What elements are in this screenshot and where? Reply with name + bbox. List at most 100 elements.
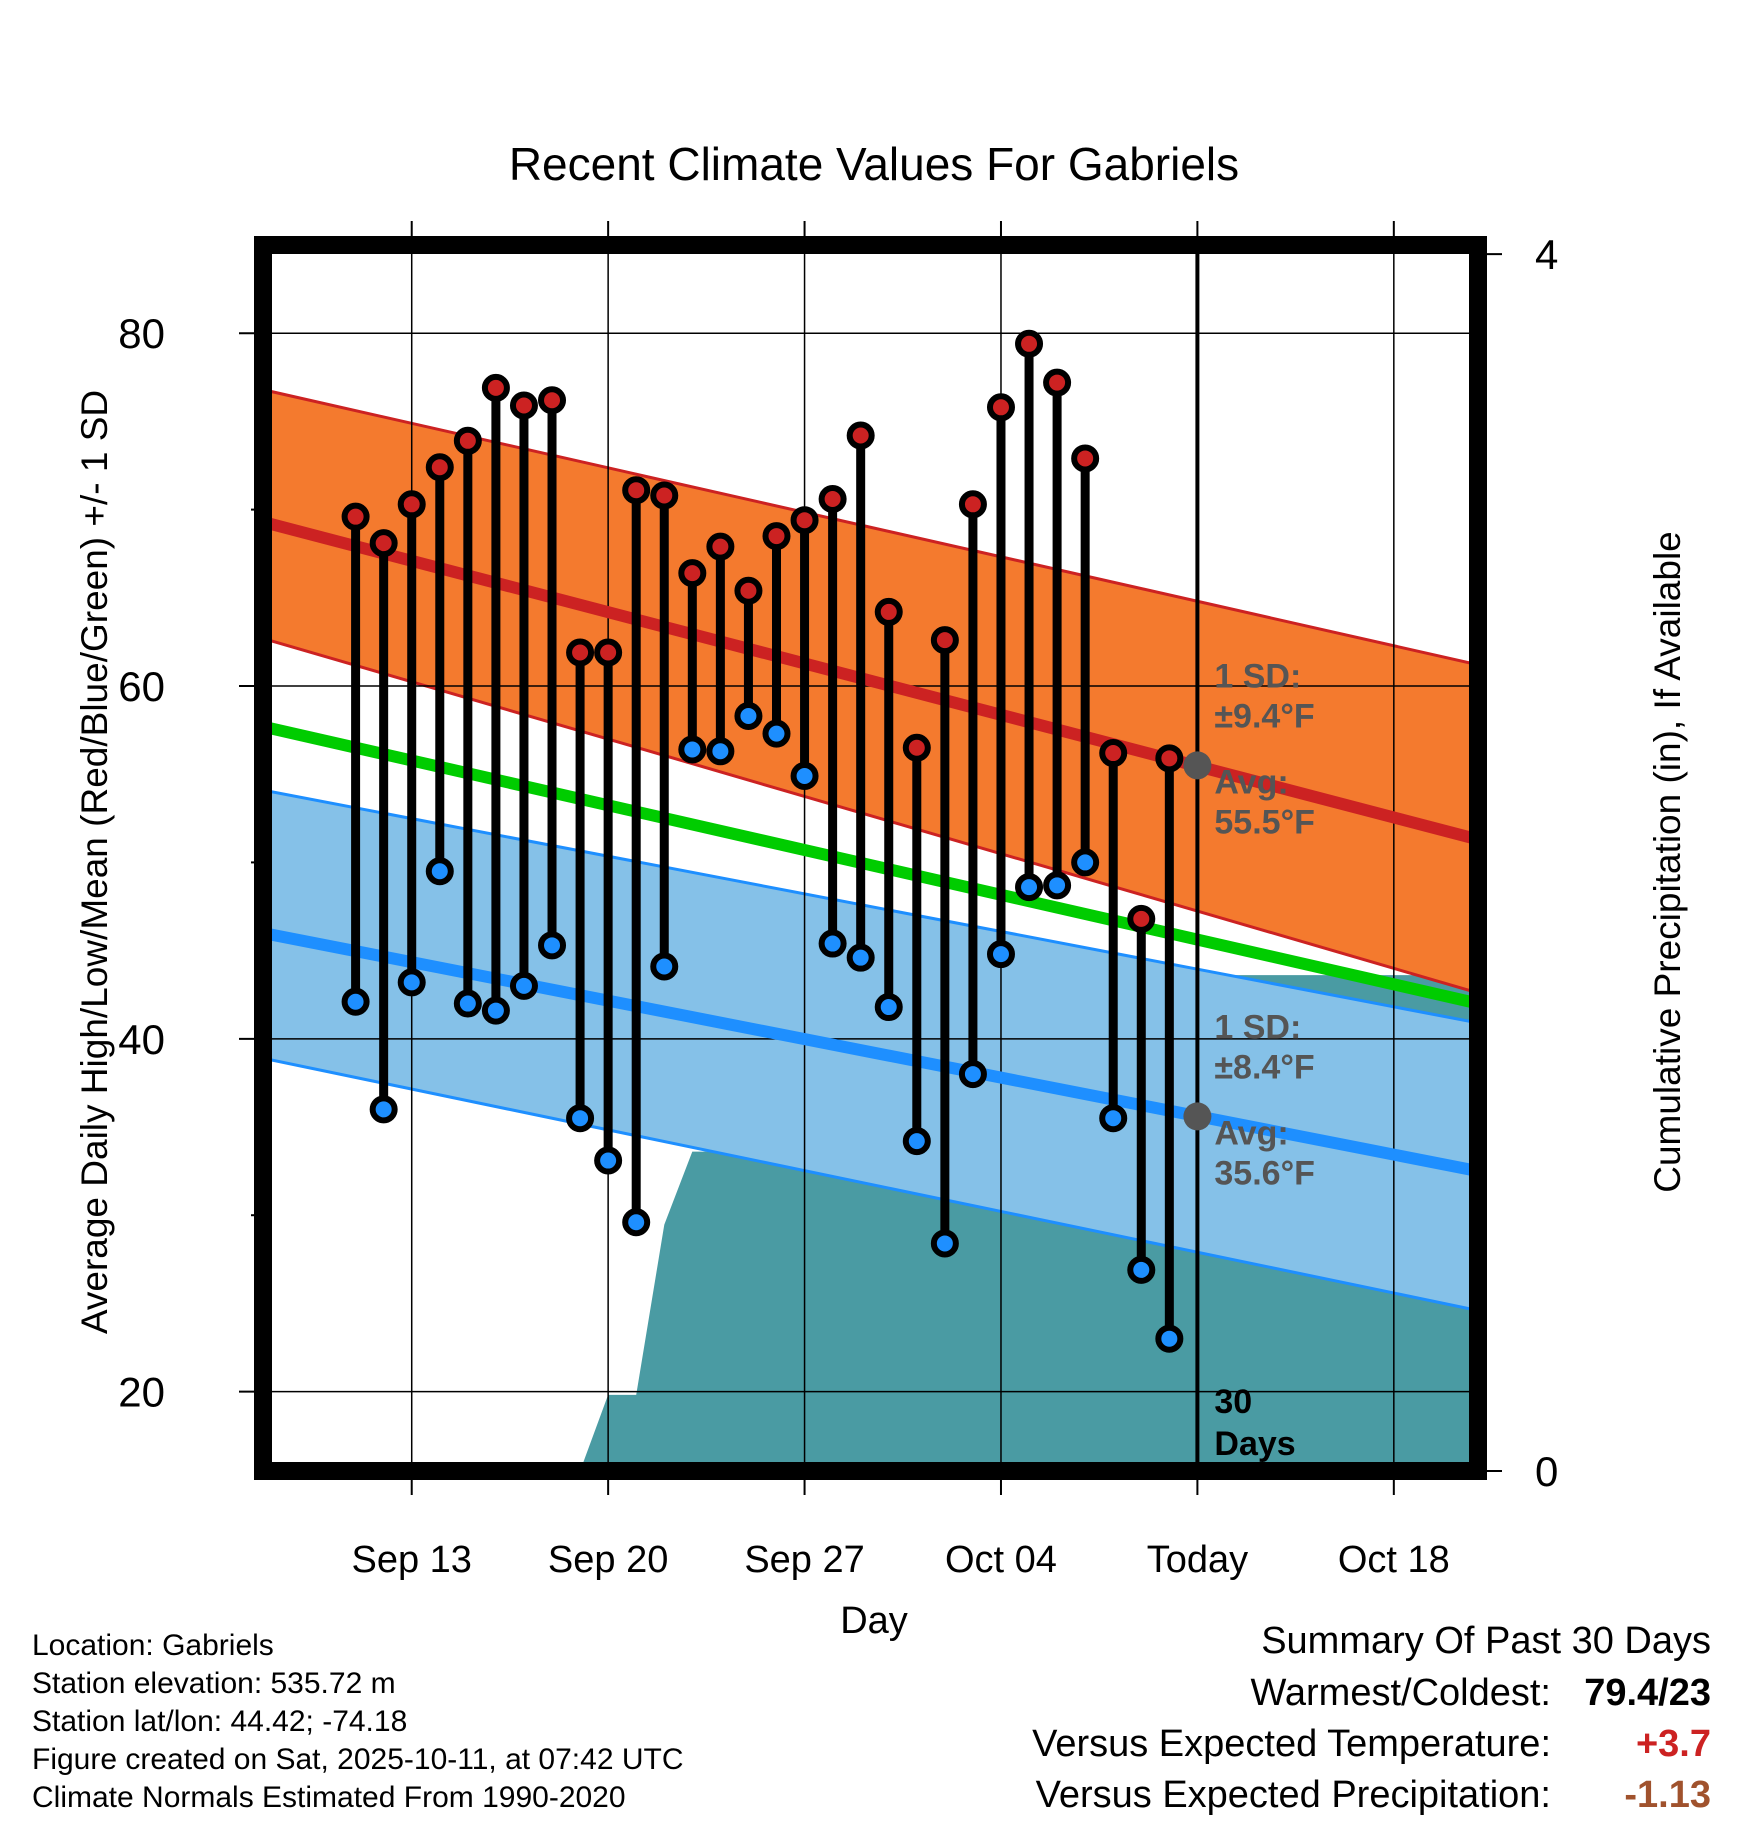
low-sd-label: 1 SD: <box>1214 1008 1301 1046</box>
high-point <box>986 393 1015 422</box>
plot-frame <box>254 236 1487 1480</box>
high-point <box>1127 904 1156 933</box>
high-point <box>1071 444 1100 473</box>
low-point <box>425 857 454 886</box>
high-point <box>790 506 819 535</box>
normals-text: Climate Normals Estimated From 1990-2020 <box>32 1781 626 1814</box>
high-point <box>762 522 791 551</box>
created-text: Figure created on Sat, 2025-10-11, at 07… <box>32 1743 684 1776</box>
high-sd-band <box>263 389 1478 993</box>
high-point <box>1099 739 1128 768</box>
y-tick-label: 80 <box>118 310 165 357</box>
low-point <box>622 1208 651 1237</box>
low-point <box>341 987 370 1016</box>
high-avg-label: Avg: <box>1214 763 1288 801</box>
low-avg-value: 35.6°F <box>1214 1154 1315 1192</box>
high-point <box>678 559 707 588</box>
low-point <box>453 989 482 1018</box>
warmest-value: 79.4/23 <box>1584 1672 1711 1714</box>
high-sd-label: 1 SD: <box>1214 657 1301 695</box>
chart-title: Recent Climate Values For Gabriels <box>509 138 1239 190</box>
summary-temp-row: Versus Expected Temperature: +3.7 <box>1032 1723 1711 1766</box>
high-point <box>1043 368 1072 397</box>
high-sd-value: ±9.4°F <box>1214 697 1314 735</box>
x-tick-label: Sep 13 <box>351 1539 471 1581</box>
low-point <box>930 1229 959 1258</box>
y-tick-label: 20 <box>118 1369 165 1416</box>
y-tick-label: 40 <box>118 1016 165 1063</box>
low-point <box>1043 871 1072 900</box>
summary-title: Summary Of Past 30 Days <box>1261 1620 1711 1662</box>
high-point <box>397 490 426 519</box>
x-axis-label: Day <box>840 1600 908 1642</box>
low-sd-band-lower-edge <box>263 1056 1478 1312</box>
high-point <box>818 485 847 514</box>
high-point <box>1015 329 1044 358</box>
high-point <box>706 532 735 561</box>
high-point <box>622 476 651 505</box>
high-point <box>734 576 763 605</box>
low-point <box>1155 1324 1184 1353</box>
high-point <box>481 373 510 402</box>
summary-warmest-row: Warmest/Coldest: 79.4/23 <box>1250 1672 1711 1715</box>
low-point <box>734 701 763 730</box>
low-point <box>397 968 426 997</box>
low-point <box>762 719 791 748</box>
low-point <box>706 737 735 766</box>
high-point <box>425 453 454 482</box>
low-point <box>846 943 875 972</box>
low-point <box>594 1146 623 1175</box>
x-tick-label: Sep 20 <box>548 1539 668 1581</box>
high-point <box>369 529 398 558</box>
low-point <box>986 940 1015 969</box>
low-point <box>369 1095 398 1124</box>
high-point <box>453 426 482 455</box>
x-tick-label: Oct 18 <box>1338 1539 1450 1581</box>
high-point <box>874 597 903 626</box>
low-point <box>1127 1255 1156 1284</box>
location-text: Location: Gabriels <box>32 1629 274 1662</box>
low-point <box>958 1060 987 1089</box>
low-point <box>566 1104 595 1133</box>
high-point <box>902 733 931 762</box>
today-low-avg-marker <box>1183 1102 1212 1131</box>
y-axis-right-label: Cumulative Precipitation (in), If Availa… <box>1647 531 1688 1193</box>
low-point <box>481 996 510 1025</box>
low-point <box>818 929 847 958</box>
high-point <box>538 386 567 415</box>
low-point <box>1071 848 1100 877</box>
days-word-label: Days <box>1214 1425 1295 1463</box>
high-point <box>594 638 623 667</box>
x-tick-label: Sep 27 <box>744 1539 864 1581</box>
low-point <box>874 993 903 1022</box>
low-point <box>1015 873 1044 902</box>
summary-precip-row: Versus Expected Precipitation: -1.13 <box>1036 1774 1711 1817</box>
precip-label: Versus Expected Precipitation: <box>1035 1774 1551 1816</box>
high-point <box>1155 744 1184 773</box>
high-point <box>341 502 370 531</box>
high-point <box>509 391 538 420</box>
station-info: Location: Gabriels Station elevation: 53… <box>32 1627 684 1817</box>
low-sd-value: ±8.4°F <box>1214 1048 1314 1086</box>
low-point <box>509 971 538 1000</box>
latlon-text: Station lat/lon: 44.42; -74.18 <box>32 1705 408 1738</box>
days-count-label: 30 <box>1214 1383 1252 1421</box>
low-point <box>678 735 707 764</box>
y-tick-label: 60 <box>118 663 165 710</box>
low-point <box>790 761 819 790</box>
elevation-text: Station elevation: 535.72 m <box>32 1667 396 1700</box>
precip-value: -1.13 <box>1624 1774 1711 1816</box>
low-point <box>650 952 679 981</box>
today-high-avg-marker <box>1183 751 1212 780</box>
high-point <box>930 626 959 655</box>
temp-label: Versus Expected Temperature: <box>1032 1723 1551 1765</box>
y-axis-label: Average Daily High/Low/Mean (Red/Blue/Gr… <box>74 390 115 1334</box>
high-point <box>958 490 987 519</box>
high-point <box>650 481 679 510</box>
x-tick-label: Today <box>1147 1539 1248 1581</box>
high-point <box>846 421 875 450</box>
temp-value: +3.7 <box>1635 1723 1711 1765</box>
high-point <box>566 638 595 667</box>
x-tick-label: Oct 04 <box>945 1539 1057 1581</box>
